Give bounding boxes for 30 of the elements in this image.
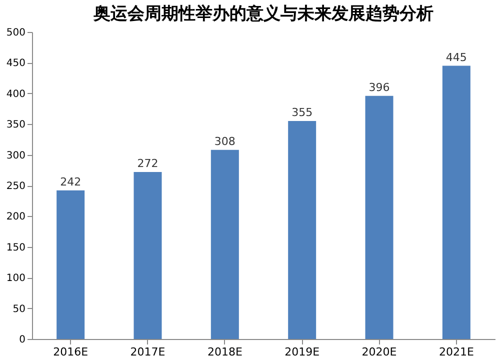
y-tick-label: 50 [12,304,26,315]
y-tick-label: 100 [6,273,26,284]
x-tick-label: 2016E [53,346,88,358]
x-tick-label: 2021E [438,346,474,358]
data-label: 308 [214,134,236,148]
data-label: 272 [137,156,158,170]
bar [442,66,470,339]
data-label: 396 [368,80,390,94]
x-tick-label: 2018E [207,346,242,358]
chart-title: 奥运会周期性举办的意义与未来发展趋势分析 [92,4,434,24]
x-tick-label: 2019E [284,346,320,358]
data-label: 355 [292,106,313,120]
data-label: 445 [446,50,467,64]
y-tick-label: 300 [6,150,26,162]
y-tick-label: 250 [6,181,26,192]
bar [288,121,316,339]
bar [56,190,85,339]
y-tick-label: 350 [6,120,26,131]
y-tick-label: 150 [6,242,26,254]
y-tick-label: 200 [6,212,26,223]
bar [365,96,394,339]
x-tick-label: 2020E [362,346,397,358]
y-tick-label: 500 [6,28,26,38]
bar [210,150,239,339]
bar [134,172,162,339]
x-tick-label: 2017E [130,346,166,358]
y-tick-label: 450 [6,58,26,70]
y-tick-label: 400 [6,88,26,100]
data-label: 242 [60,175,82,188]
y-tick-label: 0 [19,334,26,346]
